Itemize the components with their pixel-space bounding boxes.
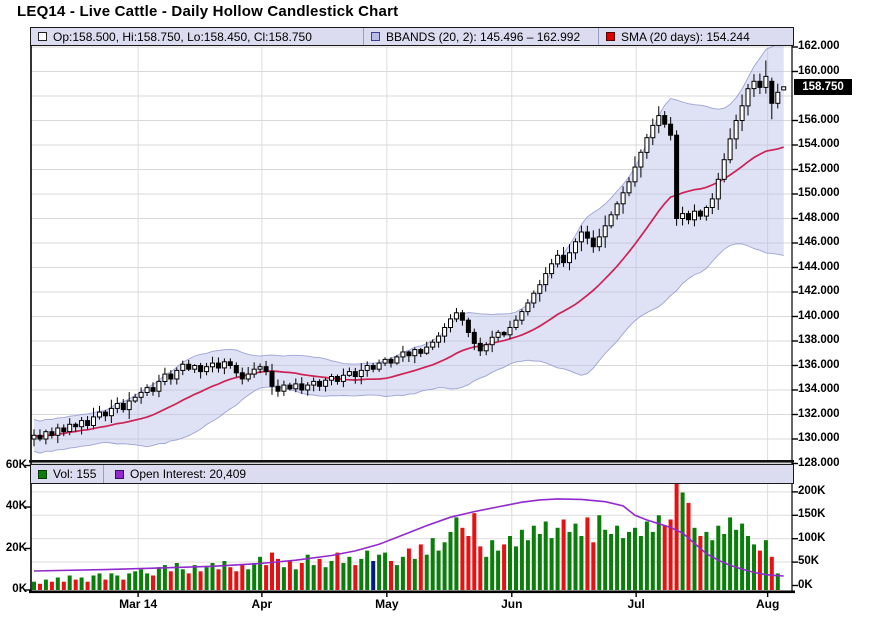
ohlc-legend-text: Op:158.500, Hi:158.750, Lo:158.450, Cl:1… <box>53 29 312 44</box>
open-interest-legend-entry: Open Interest: 20,409 <box>115 465 246 483</box>
sma-legend-text: SMA (20 days): 154.244 <box>621 29 750 44</box>
volume-tick-label: 40K <box>5 500 27 512</box>
price-tick-label: 150.000 <box>798 187 840 199</box>
oi-tick-label: 50K <box>798 555 820 568</box>
price-tick-label: 136.000 <box>798 358 840 371</box>
price-tick-label: 138.000 <box>798 334 840 346</box>
ohlc-legend-entry: Op:158.500, Hi:158.750, Lo:158.450, Cl:1… <box>38 28 312 45</box>
price-tick-label: 148.000 <box>798 211 840 224</box>
month-label: Jun <box>501 597 523 611</box>
last-price-label: 158.750 <box>794 79 852 95</box>
month-label: Mar 14 <box>119 597 158 611</box>
chart-title: LEQ14 - Live Cattle - Daily Hollow Candl… <box>17 3 399 20</box>
volume-tick-label: 0K <box>12 583 27 595</box>
open-interest-icon <box>115 469 124 479</box>
legend-divider <box>598 28 599 45</box>
price-tick-label: 162.000 <box>798 40 840 52</box>
price-tick-label: 156.000 <box>798 113 840 126</box>
month-label: Jul <box>627 597 645 611</box>
month-label: Aug <box>755 597 780 611</box>
price-tick-label: 142.000 <box>798 285 840 297</box>
price-tick-label: 152.000 <box>798 162 840 175</box>
oi-tick-label: 200K <box>798 484 826 497</box>
oi-tick-label: 150K <box>798 508 826 521</box>
price-tick-label: 160.000 <box>798 64 840 77</box>
hollow-candle-icon <box>38 32 47 41</box>
price-tick-label: 134.000 <box>798 383 840 395</box>
volume-legend-entry: Vol: 155 <box>38 465 96 483</box>
price-tick-label: 146.000 <box>798 236 840 248</box>
price-legend-bar: Op:158.500, Hi:158.750, Lo:158.450, Cl:1… <box>30 27 794 46</box>
volume-icon <box>38 469 47 479</box>
bbands-icon <box>371 32 380 41</box>
month-label: May <box>375 597 399 611</box>
price-tick-label: 140.000 <box>798 309 840 322</box>
price-tick-label: 130.000 <box>798 432 840 444</box>
oi-tick-label: 100K <box>798 531 826 544</box>
price-tick-label: 144.000 <box>798 260 840 273</box>
price-tick-label: 154.000 <box>798 138 840 150</box>
bbands-legend-entry: BBANDS (20, 2): 145.496 – 162.992 <box>371 28 580 45</box>
bbands-legend-text: BBANDS (20, 2): 145.496 – 162.992 <box>386 29 581 44</box>
volume-legend-text: Vol: 155 <box>53 467 97 481</box>
volume-tick-label: 20K <box>5 541 27 554</box>
sma-legend-entry: SMA (20 days): 154.244 <box>606 28 750 45</box>
oi-tick-label: 0K <box>798 578 813 591</box>
legend-divider <box>103 465 104 483</box>
price-tick-label: 132.000 <box>798 407 840 420</box>
price-tick-label: 128.000 <box>798 456 840 469</box>
volume-legend-bar: Vol: 155 Open Interest: 20,409 <box>30 464 794 484</box>
legend-divider <box>363 28 364 45</box>
month-label: Apr <box>251 597 273 611</box>
open-interest-legend-text: Open Interest: 20,409 <box>130 467 247 481</box>
volume-tick-label: 60K <box>5 458 27 471</box>
sma-icon <box>606 32 615 41</box>
